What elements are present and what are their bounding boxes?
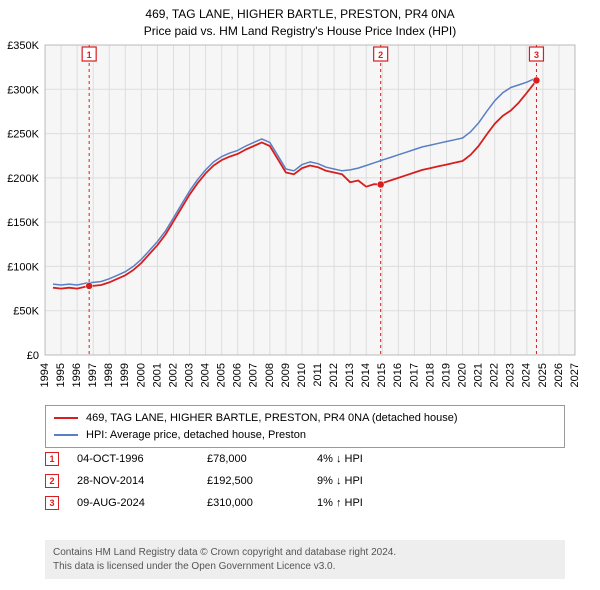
svg-text:2001: 2001 [151,363,163,387]
chart-title-block: 469, TAG LANE, HIGHER BARTLE, PRESTON, P… [0,0,600,40]
attribution-line-1: Contains HM Land Registry data © Crown c… [53,546,557,560]
callout-price: £78,000 [207,453,317,465]
svg-text:1999: 1999 [119,363,131,387]
callout-delta: 4% ↓ HPI [317,453,457,465]
svg-text:2013: 2013 [344,363,356,387]
svg-text:2009: 2009 [280,363,292,387]
callout-delta: 9% ↓ HPI [317,475,457,487]
svg-text:1994: 1994 [39,363,51,387]
callout-index-box: 1 [45,452,59,466]
title-line-2: Price paid vs. HM Land Registry's House … [0,23,600,40]
legend-label: 469, TAG LANE, HIGHER BARTLE, PRESTON, P… [86,410,458,427]
svg-text:£200K: £200K [7,173,39,185]
svg-text:£350K: £350K [7,40,39,52]
svg-text:2026: 2026 [553,363,565,387]
svg-text:2014: 2014 [360,363,372,387]
svg-text:2002: 2002 [167,363,179,387]
callout-price: £310,000 [207,497,317,509]
callout-index-box: 2 [45,474,59,488]
svg-text:2005: 2005 [216,363,228,387]
attribution: Contains HM Land Registry data © Crown c… [45,540,565,579]
svg-text:2021: 2021 [473,363,485,387]
legend-row: 469, TAG LANE, HIGHER BARTLE, PRESTON, P… [54,410,556,427]
attribution-line-2: This data is licensed under the Open Gov… [53,560,557,574]
svg-text:2020: 2020 [456,363,468,387]
callout-price: £192,500 [207,475,317,487]
svg-text:2003: 2003 [183,363,195,387]
svg-text:1998: 1998 [103,363,115,387]
callout-date: 28-NOV-2014 [77,475,207,487]
callout-table: 1 04-OCT-1996£78,0004% ↓ HPI 2 28-NOV-2014£… [45,448,565,514]
svg-text:2010: 2010 [296,363,308,387]
svg-text:1997: 1997 [87,363,99,387]
svg-text:2027: 2027 [569,363,581,387]
svg-text:1996: 1996 [71,363,83,387]
legend-swatch [54,417,78,419]
legend-row: HPI: Average price, detached house, Pres… [54,427,556,444]
svg-text:2025: 2025 [537,363,549,387]
svg-text:2017: 2017 [408,363,420,387]
svg-text:2012: 2012 [328,363,340,387]
svg-text:£300K: £300K [7,84,39,96]
svg-text:2004: 2004 [200,363,212,387]
chart-area: £0 £50K £100K £150K £200K £250K £300K £350K 1994… [0,40,600,400]
callout-date: 04-OCT-1996 [77,453,207,465]
callout-date: 09-AUG-2024 [77,497,207,509]
svg-text:2022: 2022 [489,363,501,387]
callout-row: 3 09-AUG-2024£310,0001% ↑ HPI [45,492,565,514]
svg-text:£250K: £250K [7,129,39,141]
svg-text:2007: 2007 [248,363,260,387]
svg-text:2018: 2018 [424,363,436,387]
callout-row: 2 28-NOV-2014£192,5009% ↓ HPI [45,470,565,492]
svg-text:2000: 2000 [135,363,147,387]
callout-index-box: 3 [45,496,59,510]
svg-text:2019: 2019 [440,363,452,387]
svg-text:2011: 2011 [312,363,324,387]
callout-delta: 1% ↑ HPI [317,497,457,509]
svg-text:1: 1 [87,50,92,60]
svg-text:£0: £0 [27,350,39,362]
svg-text:2: 2 [378,50,383,60]
svg-text:2016: 2016 [392,363,404,387]
legend: 469, TAG LANE, HIGHER BARTLE, PRESTON, P… [45,405,565,448]
svg-text:3: 3 [534,50,539,60]
svg-text:£150K: £150K [7,217,39,229]
svg-text:2008: 2008 [264,363,276,387]
svg-text:2015: 2015 [376,363,388,387]
callout-row: 1 04-OCT-1996£78,0004% ↓ HPI [45,448,565,470]
legend-swatch [54,434,78,436]
svg-text:£100K: £100K [7,261,39,273]
svg-text:2006: 2006 [232,363,244,387]
svg-text:2023: 2023 [505,363,517,387]
svg-text:£50K: £50K [13,306,39,318]
svg-text:2024: 2024 [521,363,533,387]
legend-label: HPI: Average price, detached house, Pres… [86,427,306,444]
svg-text:1995: 1995 [55,363,67,387]
title-line-1: 469, TAG LANE, HIGHER BARTLE, PRESTON, P… [0,6,600,23]
